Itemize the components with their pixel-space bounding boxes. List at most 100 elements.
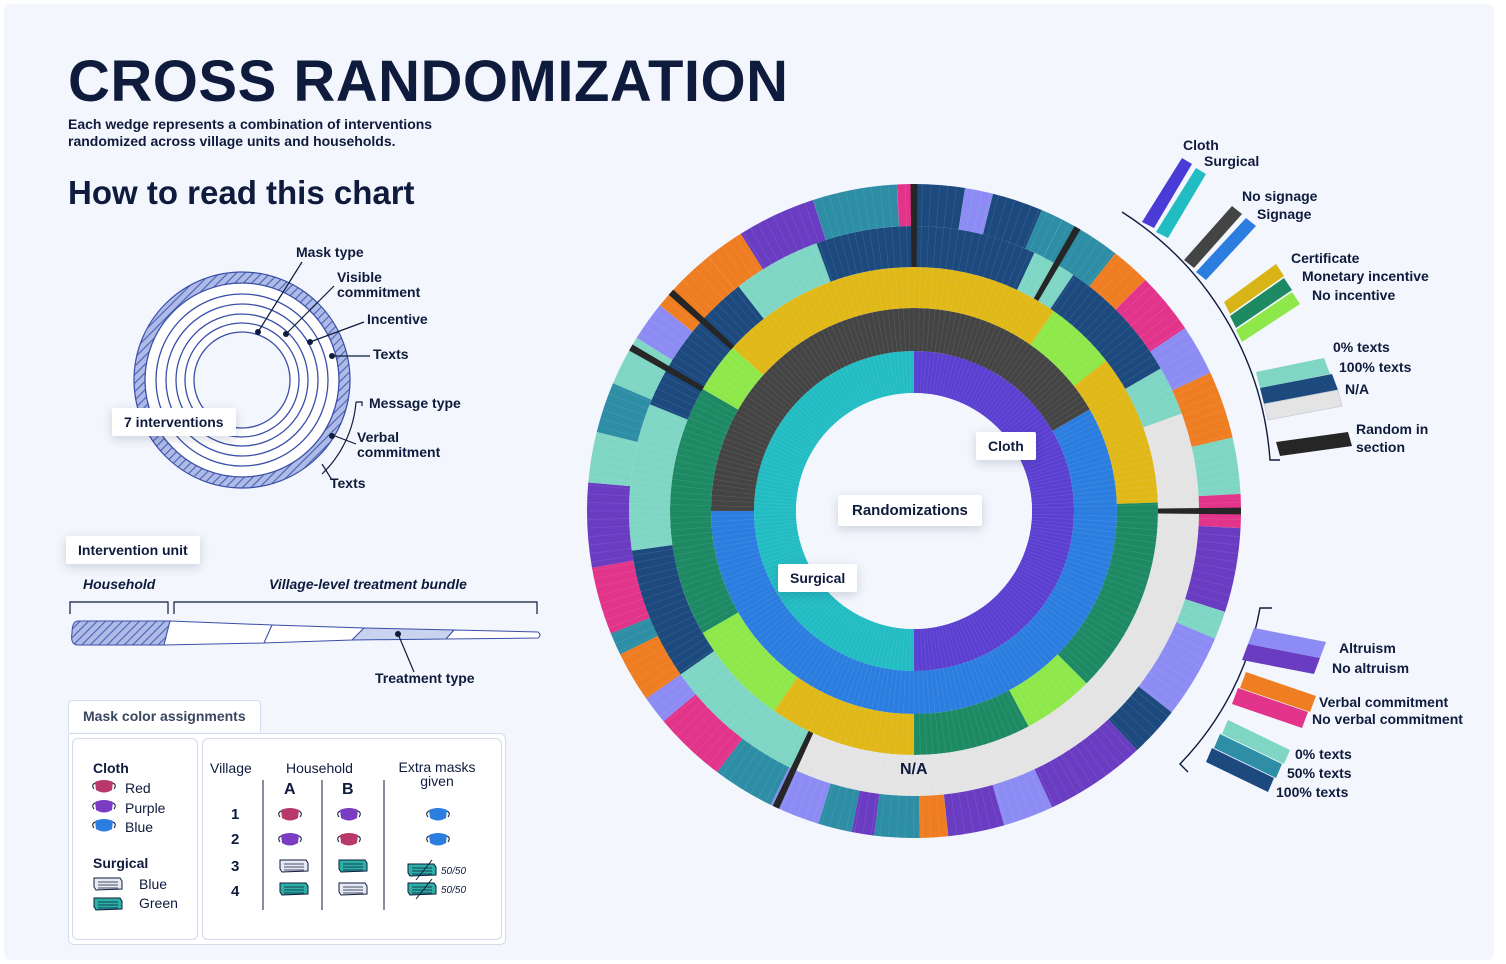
wedge-stripe <box>888 628 906 838</box>
wedge-stripe <box>926 185 949 394</box>
wedge-stripe <box>1030 529 1238 563</box>
wedge-stripe <box>742 611 853 790</box>
wedge-stripe <box>735 236 850 413</box>
wedge-stripe <box>812 623 878 823</box>
signage-ring-segment-0 <box>914 308 1090 431</box>
outer-ring-segment-31 <box>588 431 638 487</box>
wedge-stripe <box>978 609 1093 786</box>
wedge-stripe <box>1001 291 1158 433</box>
wedge-stripe <box>967 219 1063 406</box>
wedge-stripe <box>589 468 798 496</box>
mask-assignments-tab[interactable]: Mask color assignments <box>68 700 261 732</box>
legend-no-signage: No signage <box>1242 188 1318 204</box>
legend-certificate: Certificate <box>1291 250 1360 266</box>
wedge-stripe <box>587 519 797 537</box>
wedge-stripe <box>1029 451 1236 490</box>
explainer-leader-lines <box>257 261 370 481</box>
wedge-stripe <box>879 185 902 394</box>
wedge-stripe <box>922 184 940 394</box>
outer-ring-segment-36 <box>708 233 763 290</box>
wedge-stripe <box>919 184 932 394</box>
wedge-stripe <box>701 600 838 760</box>
legend-signage: Signage <box>1257 206 1312 222</box>
outer-ring-segment-12 <box>1176 599 1225 639</box>
texts-ring-segment-5 <box>914 683 1116 796</box>
na-label: N/A <box>900 761 928 778</box>
wedge-stripe <box>676 592 829 737</box>
wedge-stripe <box>944 195 999 398</box>
cloth-chip: Cloth <box>976 432 1036 460</box>
wedge-stripe <box>587 513 797 520</box>
outer-ring-segment-1 <box>958 188 994 235</box>
wedge-stripe <box>588 523 797 546</box>
wedge-stripe <box>635 339 814 450</box>
col-household-a: A <box>284 781 296 798</box>
wedge-stripe <box>947 624 1008 825</box>
wedge-stripe <box>602 409 802 475</box>
wedge-stripe <box>919 628 932 838</box>
wedge-stripe <box>992 267 1134 424</box>
wedge-stripe <box>1011 325 1184 445</box>
wedge-stripe <box>688 273 833 426</box>
surgical-chip: Surgical <box>778 564 858 592</box>
wedge-stripe <box>682 594 831 743</box>
wedge-stripe <box>721 246 845 416</box>
wedge-stripe <box>961 618 1048 810</box>
wedge-stripe <box>871 627 899 836</box>
surgical-blue-label: Blue <box>139 876 168 892</box>
wedge-stripe <box>649 580 819 704</box>
wedge-stripe <box>1030 526 1239 554</box>
wedge-stripe <box>1026 547 1226 613</box>
wedge-stripe <box>1005 585 1169 718</box>
incentive-ring-segment-8 <box>670 389 739 633</box>
legend-no-altruism: No altruism <box>1332 660 1410 676</box>
wedge-stripe <box>980 608 1100 781</box>
outer-ring-segment-26 <box>646 674 696 722</box>
wedge-stripe <box>1007 311 1174 440</box>
wedge-stripe <box>750 227 856 409</box>
wedge-stripe <box>611 555 806 637</box>
wedge-stripe <box>600 544 801 605</box>
wedge-stripe <box>1003 298 1163 435</box>
outer-ring-segment-18 <box>943 784 1005 837</box>
outer-ring-segment-39 <box>896 184 914 227</box>
wedge-stripe <box>1009 318 1179 442</box>
random-divider-3 <box>772 731 814 809</box>
wedge-stripe <box>644 325 817 445</box>
cloth-heading: Cloth <box>93 760 129 776</box>
wedge-stripe <box>932 187 966 395</box>
wedge-stripe <box>970 614 1071 799</box>
wedge-stripe <box>735 609 850 786</box>
wedge-stripe <box>953 202 1024 400</box>
outer-ring-segment-16 <box>1034 755 1083 808</box>
signage-ring-segment-3 <box>711 308 914 511</box>
wedge-stripe <box>757 223 858 408</box>
wedge-stripe <box>829 195 884 398</box>
wedge-stripe <box>980 241 1100 414</box>
explainer-dots <box>255 329 335 439</box>
wedge-stripe <box>1024 553 1220 629</box>
wedge-stripe <box>879 628 902 837</box>
wedge-stripe <box>938 626 983 831</box>
wedge-stripe <box>988 602 1121 766</box>
wedge-stripe <box>728 608 848 781</box>
wedge-stripe <box>605 550 803 621</box>
wedge-stripe <box>595 434 800 484</box>
incentive-ring-segment-3 <box>1057 502 1158 684</box>
wedge-stripe <box>654 311 821 440</box>
interventions-chip: 7 interventions <box>112 408 236 436</box>
v3-split-slash <box>415 859 433 881</box>
label-visible-commitment: Visible commitment <box>337 269 421 300</box>
wedge-stripe <box>896 184 909 394</box>
wedge-stripe <box>707 602 840 766</box>
wedge-stripe <box>932 627 966 835</box>
wedge-stripe <box>997 594 1146 743</box>
wedge-stripe <box>854 189 893 396</box>
wedge-stripe <box>598 426 801 481</box>
mask-legend-box <box>72 738 198 940</box>
label-texts-top: Texts <box>373 346 409 362</box>
wedge-stripe <box>590 529 798 563</box>
intervention-unit-bar <box>69 601 541 673</box>
col-extra-masks: Extra masks given <box>398 759 476 789</box>
wedge-stripe <box>988 256 1121 420</box>
